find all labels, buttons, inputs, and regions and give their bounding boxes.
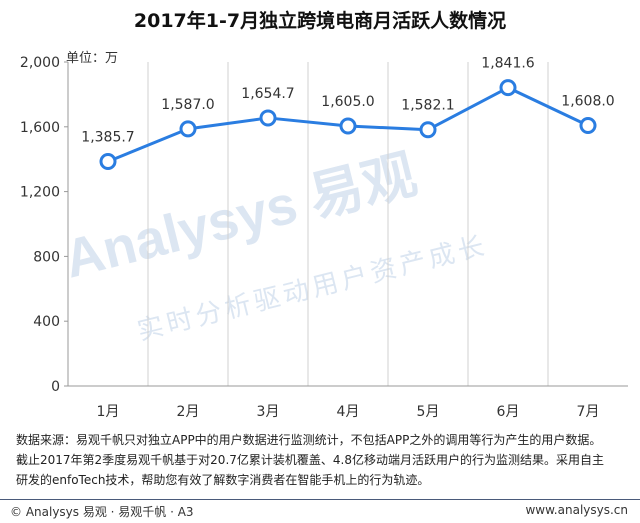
data-label: 1,841.6	[481, 56, 535, 72]
footer-copyright: © Analysys 易观 · 易观千帆 · A3	[10, 505, 194, 519]
y-tick-label: 0	[51, 379, 60, 395]
y-tick-label: 2,000	[20, 55, 60, 71]
data-label: 1,582.1	[401, 98, 454, 114]
source-line-1: 数据来源：易观千帆只对独立APP中的用户数据进行监测统计，不包括APP之外的调用…	[16, 433, 602, 447]
data-label: 1,385.7	[81, 130, 134, 146]
footer-website: www.analysys.cn	[525, 503, 628, 517]
data-point	[179, 120, 197, 138]
data-point	[579, 117, 597, 135]
source-line-2: 截止2017年第2季度易观千帆基于对20.7亿累计装机覆盖、4.8亿移动端月活跃…	[16, 453, 604, 467]
data-label: 1,608.0	[561, 94, 614, 110]
x-tick-label: 2月	[177, 404, 200, 420]
x-tick-label: 1月	[97, 404, 120, 420]
data-point	[259, 109, 277, 127]
x-tick-label: 5月	[417, 404, 440, 420]
data-point	[339, 117, 357, 135]
source-note: 数据来源：易观千帆只对独立APP中的用户数据进行监测统计，不包括APP之外的调用…	[16, 430, 628, 490]
x-tick-label: 3月	[257, 404, 280, 420]
data-point	[99, 153, 117, 171]
watermark-layer: Analysys 易观 实时分析驱动用户资产成长	[58, 144, 491, 346]
data-point	[499, 79, 517, 97]
y-tick-label: 400	[33, 314, 60, 330]
footer-bar: © Analysys 易观 · 易观千帆 · A3 www.analysys.c…	[0, 499, 640, 523]
y-tick-label: 1,200	[20, 185, 60, 201]
series-line-group: 1,385.7 1,587.0 1,654.7 1,605.0 1,582.1 1,841…	[81, 56, 615, 171]
x-tick-label: 6月	[497, 404, 520, 420]
unit-label: 单位：万	[66, 51, 118, 66]
y-tick-label: 1,600	[20, 120, 60, 136]
data-label: 1,654.7	[241, 86, 294, 102]
data-label: 1,605.0	[321, 94, 374, 110]
data-label: 1,587.0	[161, 97, 214, 113]
x-tick-label: 4月	[337, 404, 360, 420]
data-point	[419, 121, 437, 139]
line-chart: Analysys 易观 实时分析驱动用户资产成长 0 400 800 1,200 1,6…	[20, 51, 628, 420]
chart-title: 2017年1-7月独立跨境电商月活跃人数情况	[133, 10, 507, 32]
x-tick-label: 7月	[577, 404, 600, 420]
gridlines	[147, 62, 549, 386]
axes: 0 400 800 1,200 1,600 2,000 1月 2月 3月 4月 5月 6月 7月	[20, 55, 628, 420]
source-line-3: 研发的enfoTech技术，帮助您有效了解数字消费者在智能手机上的行为轨迹。	[16, 473, 430, 487]
y-tick-label: 800	[33, 249, 60, 265]
